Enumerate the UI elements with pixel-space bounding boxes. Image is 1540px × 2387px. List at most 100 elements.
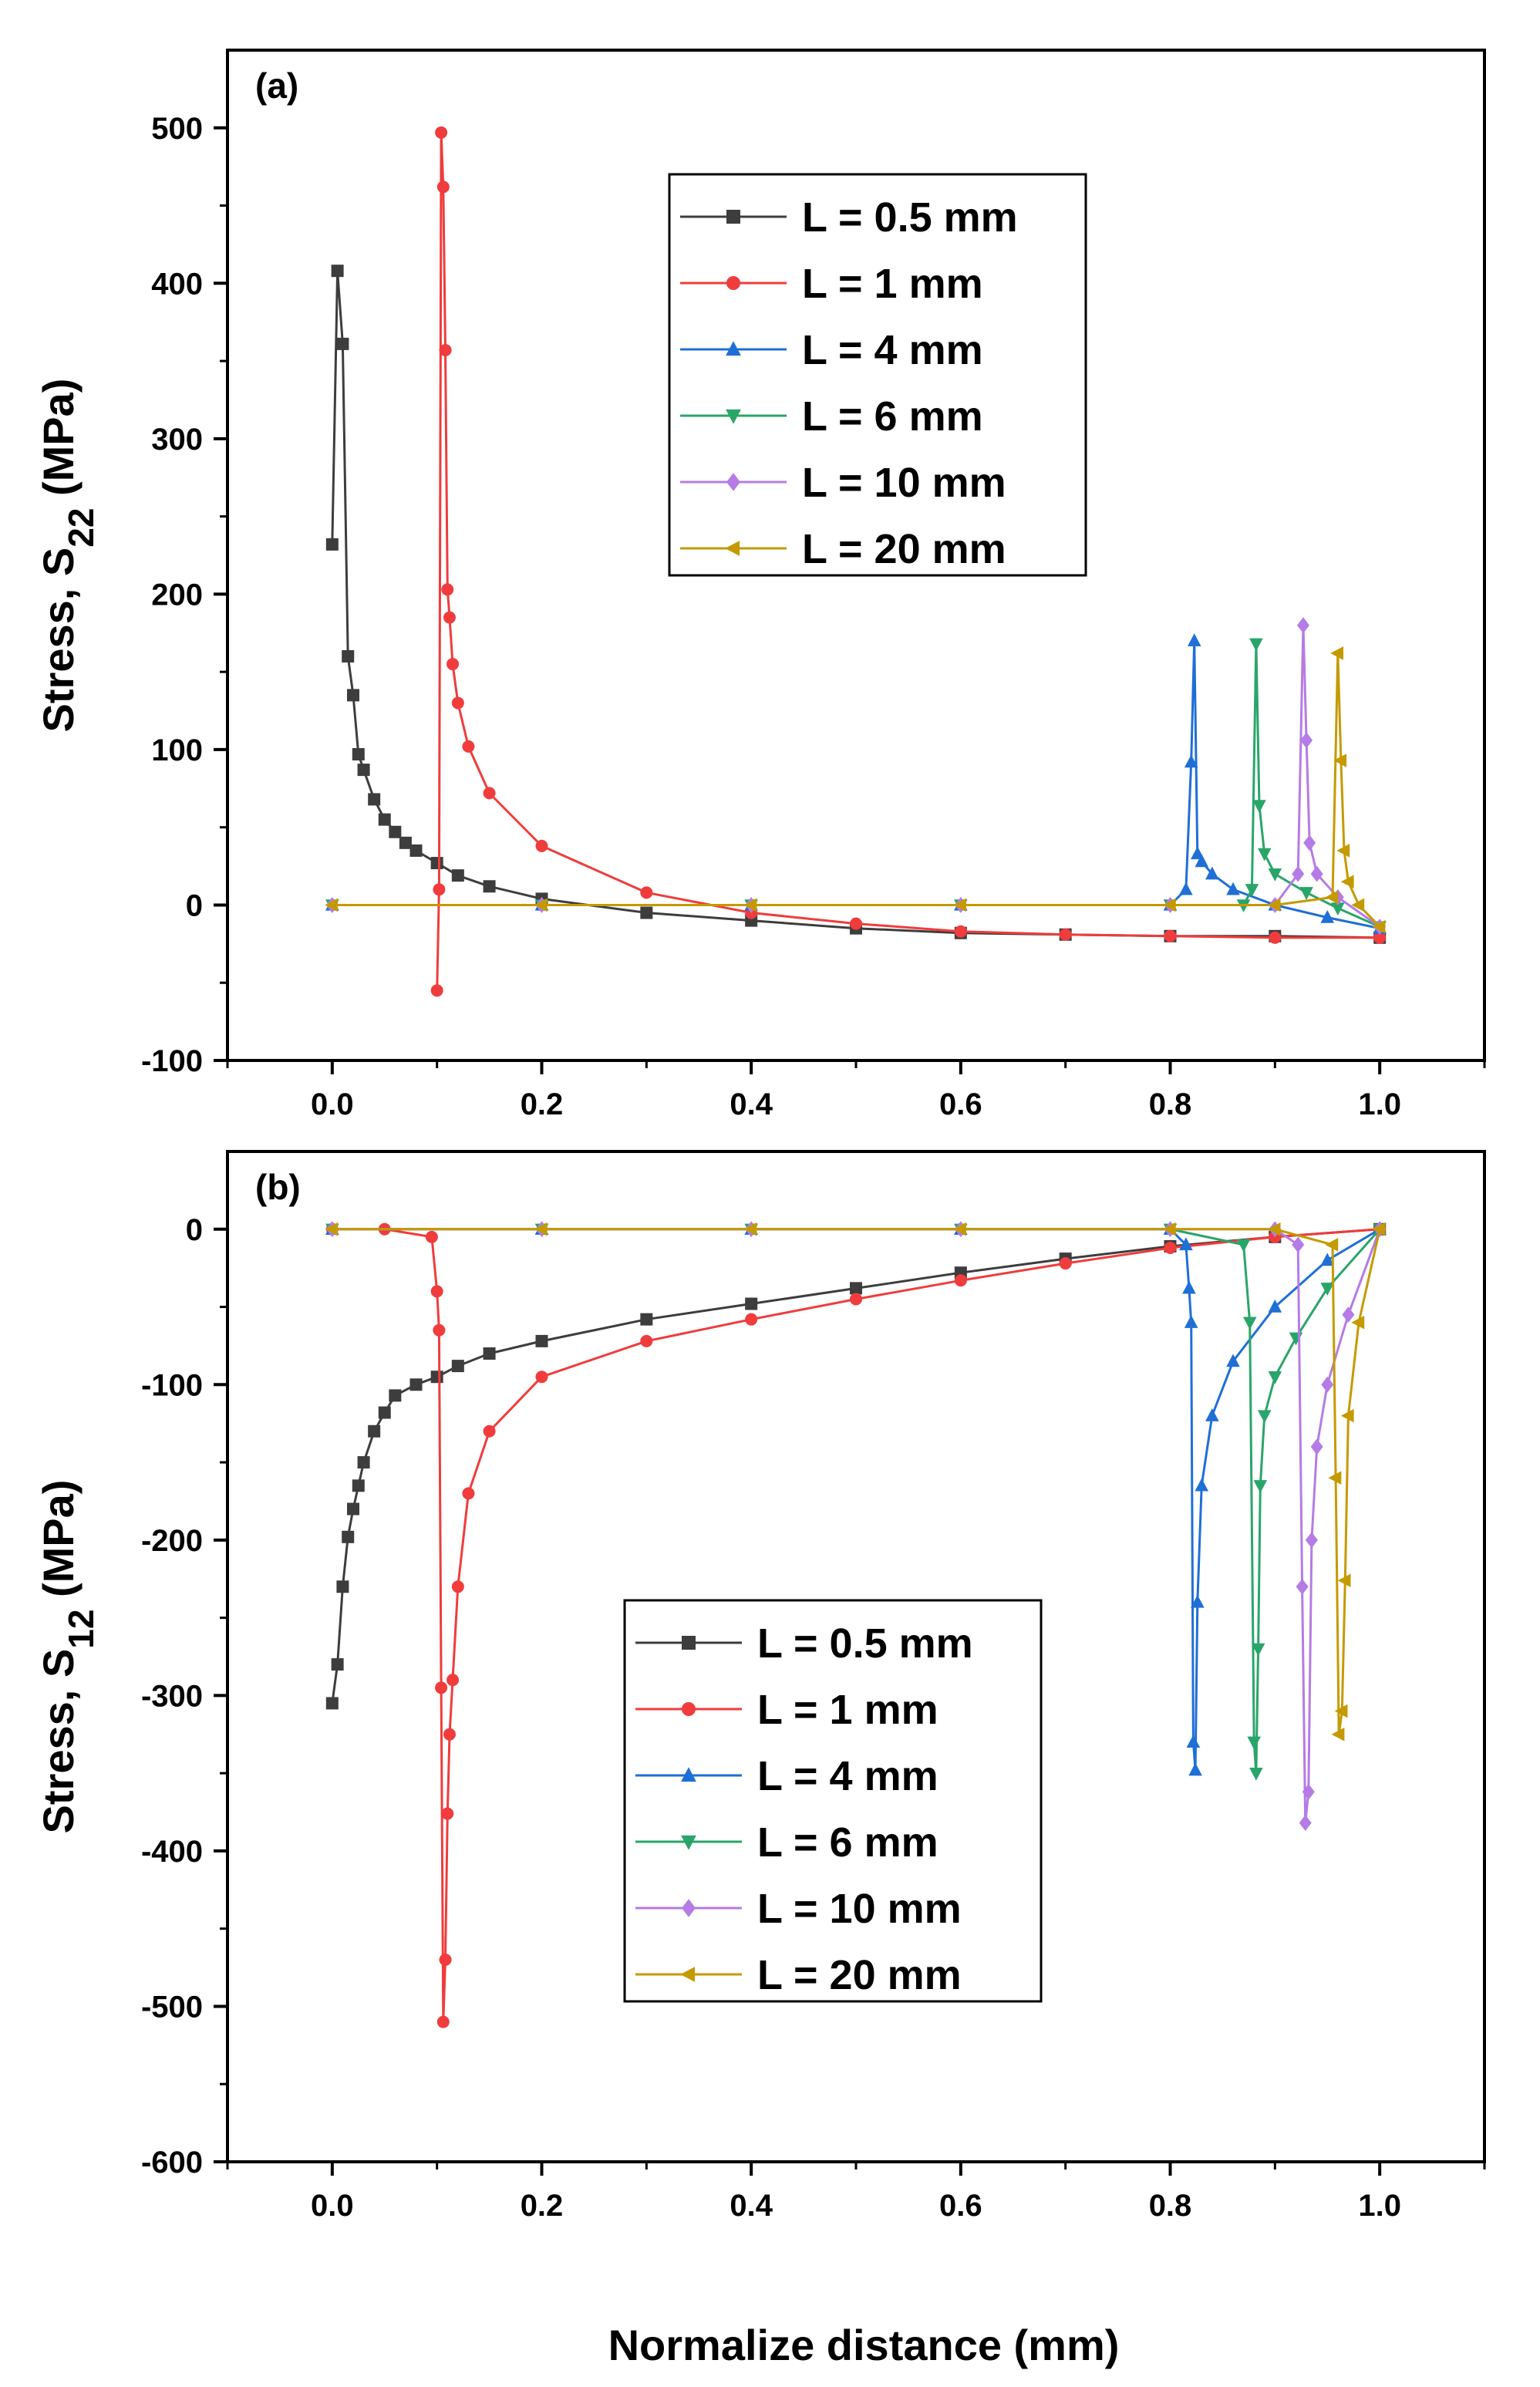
- panel-a-data-point: [389, 825, 402, 838]
- panel-a-legend-marker: [726, 276, 740, 290]
- panel-b-y-tick-label: 0: [186, 1213, 203, 1247]
- panel-a-data-point: [439, 343, 452, 356]
- panel-b-data-point: [1253, 1480, 1268, 1493]
- panel-a-legend-item: L = 6 mm: [680, 393, 983, 440]
- panel-a-label: (a): [255, 66, 298, 106]
- panel-a-y-axis-title-subscript: 22: [61, 508, 101, 548]
- panel-a-legend: L = 0.5 mm L = 1 mm L = 4 mm L = 6 mm L = 10…: [668, 173, 1087, 577]
- panel-a-data-point: [357, 764, 370, 777]
- panel-b-data-point: [1059, 1257, 1072, 1270]
- panel-b-data-point: [1292, 1236, 1305, 1253]
- panel-b-data-point: [850, 1282, 862, 1295]
- panel-b-data-point: [347, 1502, 359, 1515]
- panel-a-data-point: [331, 265, 344, 278]
- panel-a-data-point: [1226, 882, 1240, 895]
- panel-b-data-point: [1320, 1283, 1335, 1296]
- panel-b-data-point: [1320, 1253, 1335, 1266]
- panel-b-x-tick-label: 0.4: [730, 2189, 773, 2223]
- panel-b-data-point: [325, 1697, 339, 1710]
- panel-b-legend-box: [623, 1599, 1043, 2003]
- panel-a-data-point: [1297, 617, 1310, 634]
- panel-a-x-tick-label: 0.6: [939, 1087, 982, 1121]
- panel-b-y-tick-label: -300: [141, 1679, 203, 1713]
- panel-b-data-point: [850, 1293, 862, 1306]
- panel-b-ticks: 0.0 0.2 0.4 0.6 0.8 1.0 -600 -500 -400 -300 -200 -1…: [141, 1213, 1486, 2223]
- panel-b-data-point: [425, 1230, 438, 1243]
- panel-b-data-point: [331, 1658, 344, 1671]
- panel-a-x-tick-label: 0.8: [1149, 1087, 1192, 1121]
- panel-b-data-point: [1328, 1471, 1342, 1485]
- panel-a-data-point: [368, 793, 381, 806]
- panel-b-y-axis-title: Stress, S12 (MPa): [34, 1480, 101, 1834]
- panel-b-data-point: [1251, 1643, 1265, 1657]
- panel-b-data-point: [1186, 1735, 1201, 1748]
- panel-a-data-point: [1333, 754, 1347, 767]
- panel-b-data-point: [409, 1378, 423, 1391]
- panel-b-legend: L = 0.5 mm L = 1 mm L = 4 mm L = 6 mm L = 10…: [623, 1599, 1043, 2003]
- panel-b-series-1: [325, 1222, 1387, 2028]
- panel-b-data-point: [1325, 1238, 1339, 1252]
- panel-a-series-5: [325, 646, 1386, 934]
- panel-a-y-axis-title: Stress, S22 (MPa): [34, 379, 101, 733]
- panel-a-data-point: [1257, 848, 1272, 861]
- panel-b-legend-label: L = 0.5 mm: [757, 1620, 973, 1667]
- panel-a-legend-marker: [726, 473, 740, 491]
- panel-a-data-point: [953, 898, 967, 912]
- panel-a-data-point: [483, 787, 496, 800]
- panel-b-data-point: [483, 1347, 496, 1360]
- panel-b-data-point: [1299, 1815, 1312, 1832]
- panel-b-y-axis-title-main: Stress, S: [34, 1649, 83, 1834]
- panel-b-data-point: [483, 1424, 496, 1438]
- panel-b-data-point: [953, 1222, 967, 1236]
- panel-b-data-point: [743, 1222, 757, 1236]
- panel-b-legend-marker: [680, 1967, 696, 1982]
- panel-b-data-point: [1188, 1762, 1202, 1776]
- panel-b-data-point: [1249, 1767, 1263, 1781]
- panel-a-data-point: [325, 898, 339, 912]
- panel-a-data-point: [378, 813, 391, 826]
- panel-a-y-tick-label: -100: [141, 1044, 203, 1078]
- panel-b-data-point: [368, 1424, 381, 1438]
- panel-a-data-point: [534, 898, 548, 912]
- panel-b-data-point: [1372, 1222, 1386, 1236]
- panel-a-data-point: [430, 857, 443, 870]
- panel-b-data-point: [342, 1530, 355, 1543]
- panel-a-data-point: [1330, 646, 1344, 660]
- panel-b-data-point: [1191, 1594, 1205, 1608]
- panel-a-y-tick-label: 300: [151, 423, 203, 457]
- panel-b-data-point: [325, 1222, 339, 1236]
- panel-a-legend-marker: [726, 409, 741, 424]
- panel-a-data-point: [443, 611, 456, 624]
- panel-a-y-axis-title-main: Stress, S: [34, 548, 83, 733]
- panel-a-data-point: [1162, 898, 1176, 912]
- panel-b-legend-marker: [681, 1835, 696, 1850]
- panel-b-data-point: [1257, 1410, 1272, 1424]
- panel-b-data-point: [1337, 1573, 1351, 1588]
- panel-b-data-point: [389, 1389, 402, 1402]
- panel-a-series-line: [331, 271, 1380, 939]
- panel-a-data-point: [446, 658, 460, 671]
- panel-a-legend-label: L = 1 mm: [802, 261, 983, 307]
- panel-a-data-point: [1252, 800, 1266, 814]
- panel-a-data-point: [451, 869, 464, 882]
- panel-b-data-point: [535, 1371, 548, 1384]
- panel-a-plot-area: [325, 126, 1387, 997]
- panel-b-series-line: [332, 1228, 1381, 1735]
- panel-b-legend-marker: [682, 1636, 696, 1650]
- panel-b-data-point: [1296, 1578, 1309, 1595]
- panel-a-x-tick-label: 1.0: [1358, 1087, 1401, 1121]
- panel-b-data-point: [435, 1681, 448, 1694]
- panel-a-ticks: 0.0 0.2 0.4 0.6 0.8 1.0 -100 0 100 200 300 400 500: [141, 112, 1486, 1121]
- panel-a-data-point: [1249, 638, 1263, 652]
- panel-b-data-point: [443, 1728, 456, 1741]
- panel-b-data-point: [1267, 1222, 1281, 1236]
- panel-b-data-point: [451, 1580, 464, 1593]
- panel-b-data-point: [462, 1487, 475, 1500]
- panel-a-data-point: [352, 747, 365, 760]
- panel-b-y-tick-label: -100: [141, 1368, 203, 1402]
- panel-b: 0.0 0.2 0.4 0.6 0.8 1.0 -600 -500 -400 -300 -200 -1…: [34, 1150, 1486, 2223]
- panel-a-data-point: [325, 538, 339, 551]
- panel-a-y-axis-title-unit: (MPa): [34, 379, 83, 508]
- panel-a-data-point: [1320, 909, 1335, 923]
